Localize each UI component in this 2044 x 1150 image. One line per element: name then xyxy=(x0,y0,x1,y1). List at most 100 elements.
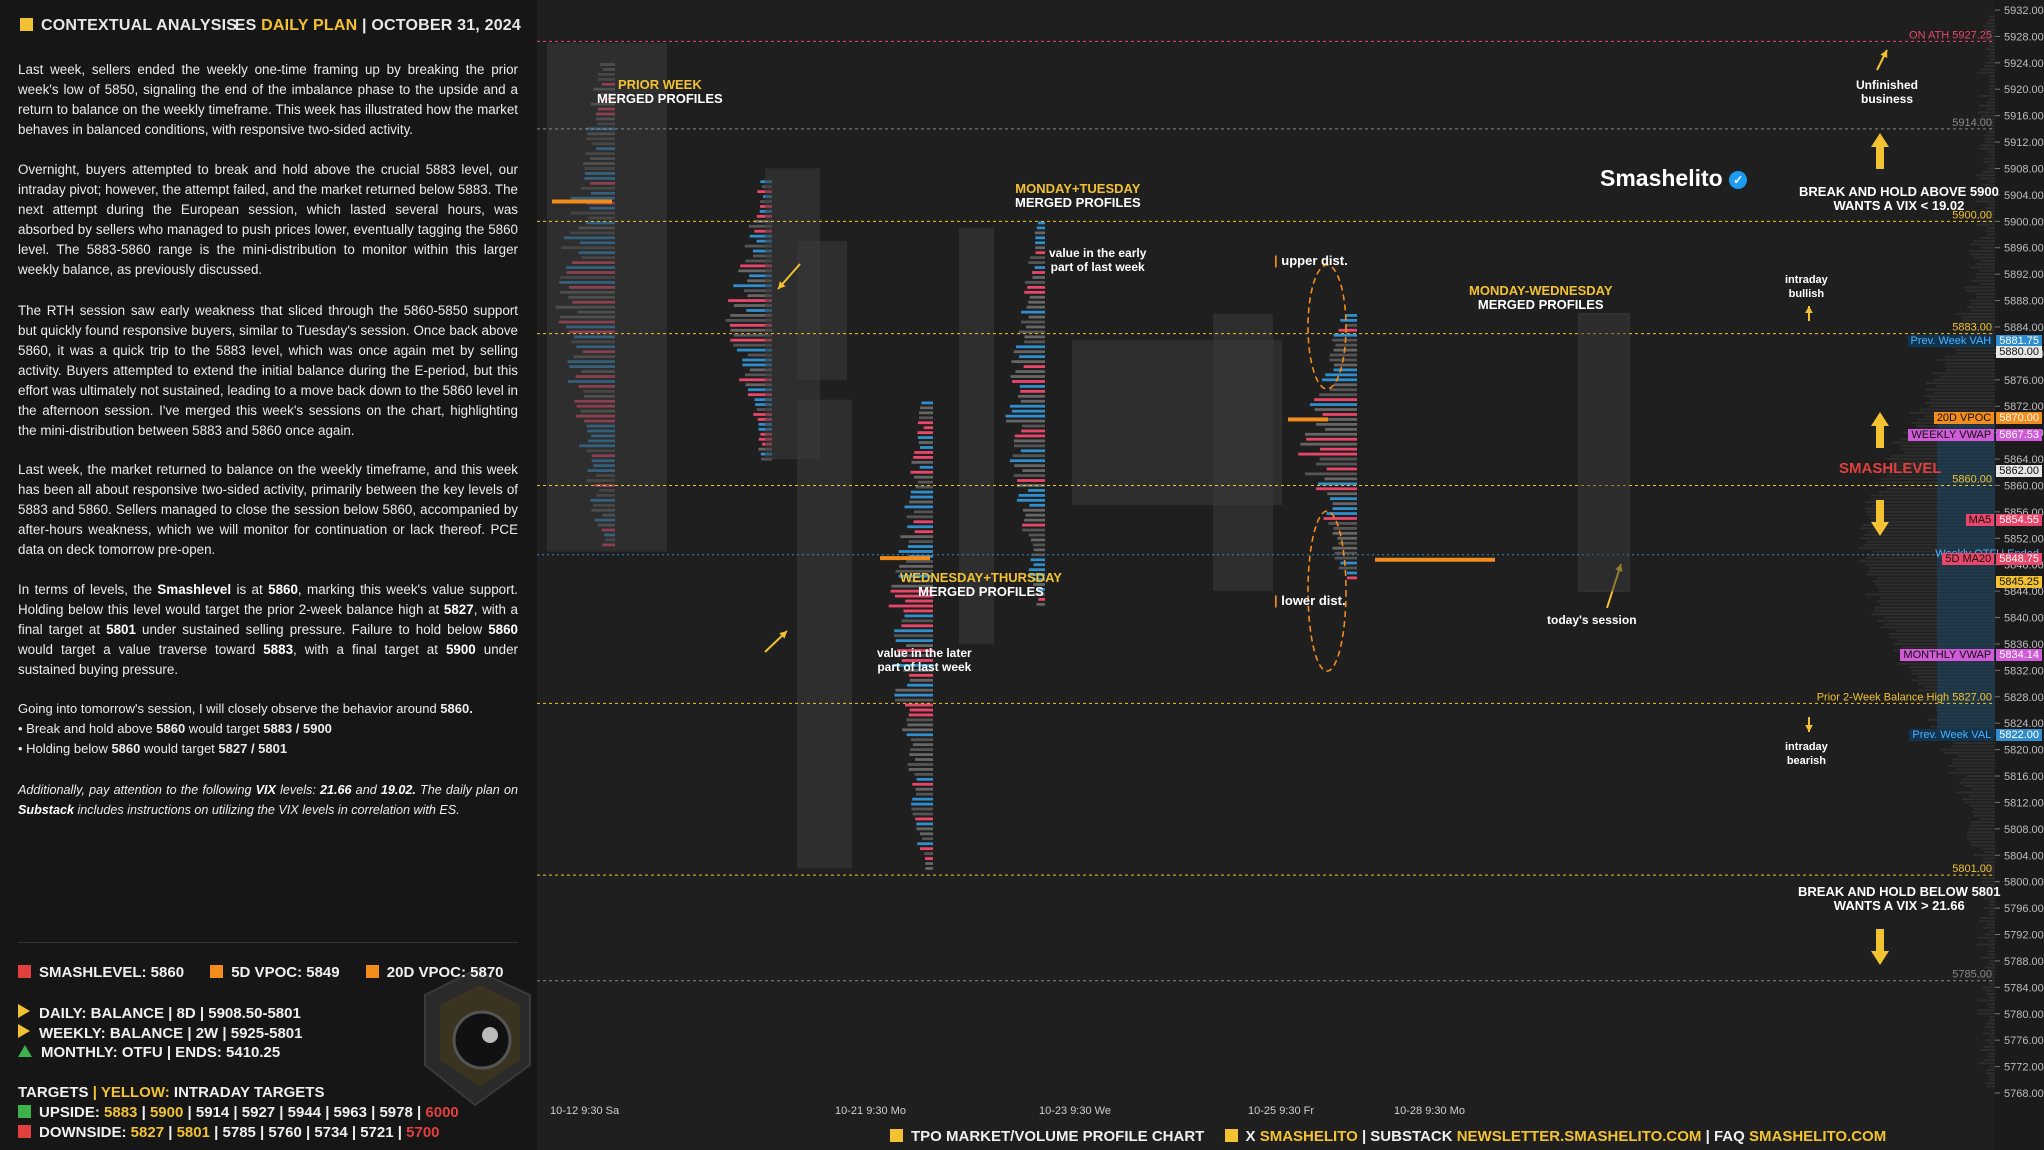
level-label: 5900.00 xyxy=(1952,209,1992,221)
wedthu-profile-bar xyxy=(916,792,933,796)
upper-lower-profile-bar xyxy=(1009,459,1045,463)
monwed-profile-bar xyxy=(1333,526,1357,530)
volume-bg-bar xyxy=(1989,58,1995,61)
axis-tick-label: 5844.00 xyxy=(2004,586,2044,598)
upper-lower-profile-bar xyxy=(1035,251,1045,255)
volume-bg-bar xyxy=(1984,137,1995,140)
upper-lower-profile-bar xyxy=(1032,578,1045,581)
montue-profile-bar xyxy=(742,358,772,362)
wedthu-profile-bar xyxy=(905,644,933,648)
tpo-chart[interactable]: ON ATH 5927.25 5914.00 5900.00 5883.00 5860.… xyxy=(537,0,2044,1150)
wedthu-profile-bar xyxy=(902,728,933,732)
axis-tick-label: 5832.00 xyxy=(2004,665,2044,677)
arrow-icon-head xyxy=(1880,50,1888,58)
volume-bg-bar xyxy=(1960,316,1995,319)
volume-bg-bar xyxy=(1989,1016,1995,1019)
volume-bg-bar xyxy=(1989,1006,1995,1009)
value-area-band xyxy=(1937,419,1995,737)
wedthu-profile-bar xyxy=(920,446,933,449)
axis-tick-label: 5892.00 xyxy=(2004,269,2044,281)
volume-bg-bar xyxy=(1975,292,1995,295)
upper-lower-profile-bar xyxy=(1011,360,1045,364)
volume-bg-bar xyxy=(1977,1009,1995,1012)
volume-bg-bar xyxy=(1989,32,1995,35)
montue-annotation: MONDAY+TUESDAY MERGED PROFILES xyxy=(1015,181,1141,210)
wedthu-profile-bar xyxy=(916,777,933,781)
volume-bg-bar xyxy=(1929,405,1995,408)
volume-bg-bar xyxy=(1974,256,1995,259)
volume-bg-bar xyxy=(1983,860,1995,863)
volume-bg-bar xyxy=(1985,230,1995,233)
down-arrow-icon xyxy=(1871,929,1889,965)
volume-bg-bar xyxy=(1944,751,1995,754)
upper-lower-profile-bar xyxy=(1020,449,1045,453)
volume-bg-bar xyxy=(1989,18,1995,21)
volume-bg-bar xyxy=(1982,926,1995,929)
montue-profile-bar xyxy=(730,328,772,332)
volume-bg-bar xyxy=(1966,837,1995,840)
volume-bg-bar xyxy=(1989,940,1995,943)
volume-bg-bar xyxy=(1874,606,1995,609)
upper-lower-profile-bar xyxy=(1024,290,1045,294)
upper-lower-profile-bar xyxy=(1012,380,1045,383)
monwed-profile-bar xyxy=(1316,462,1357,466)
monwed-profile-bar xyxy=(1332,546,1357,550)
upper-lower-profile-bar xyxy=(1022,508,1045,512)
volume-bg-bar xyxy=(1985,38,1995,41)
axis-tick-label: 5776.00 xyxy=(2004,1035,2044,1047)
monwed-profile-bar xyxy=(1346,576,1357,580)
volume-bg-bar xyxy=(1984,966,1995,969)
axis-tick-label: 5788.00 xyxy=(2004,956,2044,968)
montue-profile-bar xyxy=(757,418,772,421)
monwed-profile-bar xyxy=(1319,457,1357,461)
wedthu-profile-bar xyxy=(901,659,933,662)
level-tag: 5845.25 xyxy=(1988,575,2042,588)
monwed-profile-bar xyxy=(1340,561,1357,565)
volume-bg-bar xyxy=(1961,798,1995,801)
upper-lower-profile-bar xyxy=(1029,573,1045,577)
montue-profile-bar xyxy=(733,343,772,347)
upper-lower-profile-bar xyxy=(1018,330,1045,334)
volume-bg-bar xyxy=(1986,108,1995,111)
montue-profile-bar xyxy=(757,190,772,194)
volume-bg-bar xyxy=(1977,71,1995,74)
wedthu-profile-bar xyxy=(899,564,933,568)
volume-bg-bar xyxy=(1966,306,1995,309)
volume-bg-bar xyxy=(1984,210,1995,213)
upper-lower-profile-bar xyxy=(1038,221,1045,225)
x-label-5: 10-28 9:30 Mo xyxy=(1394,1105,1465,1117)
axis-tick-label: 5820.00 xyxy=(2004,745,2044,757)
volume-bg-bar xyxy=(1966,325,1995,328)
volume-bg-bar xyxy=(1865,593,1995,596)
volume-bg-bar xyxy=(1977,117,1995,120)
volume-bg-bar xyxy=(1977,943,1995,946)
level-tag-label: MA5 xyxy=(1965,514,1995,527)
volume-bg-bar xyxy=(1878,586,1995,589)
volume-bg-bar xyxy=(1869,517,1995,520)
wedthu-profile-bar xyxy=(895,639,933,643)
level-tag-value: 5845.25 xyxy=(1996,575,2042,588)
volume-bg-bar xyxy=(1982,986,1995,989)
monwed-profile-bar xyxy=(1332,507,1357,510)
upper-lower-profile-bar xyxy=(1017,479,1045,482)
volume-bg-bar xyxy=(1989,913,1995,916)
volume-bg-bar xyxy=(1972,217,1995,220)
level-tag: 20D VPOC 5870.00 xyxy=(1933,412,2042,425)
wedthu-profile-bar xyxy=(907,763,933,766)
monwed-profile-bar xyxy=(1333,333,1357,337)
volume-bg-bar xyxy=(1986,1002,1995,1005)
down-arrow-icon xyxy=(1871,500,1889,536)
wedthu-profile-bar xyxy=(904,505,933,509)
wedthu-profile-bar xyxy=(914,772,933,776)
volume-bg-bar xyxy=(1971,302,1995,305)
analysis-paragraph-3: The RTH session saw early weakness that … xyxy=(18,303,518,438)
montue-profile-bar xyxy=(753,413,772,416)
volume-bg-bar xyxy=(1933,378,1995,381)
wedthu-profile-bar xyxy=(909,708,933,712)
montue-profile-bar xyxy=(742,363,772,367)
volume-bg-bar xyxy=(1986,150,1995,153)
monwed-profile-bar xyxy=(1335,343,1357,347)
wedthu-profile-bar xyxy=(915,787,933,791)
volume-bg-bar xyxy=(1955,322,1995,325)
axis-tick-label: 5896.00 xyxy=(2004,243,2044,255)
